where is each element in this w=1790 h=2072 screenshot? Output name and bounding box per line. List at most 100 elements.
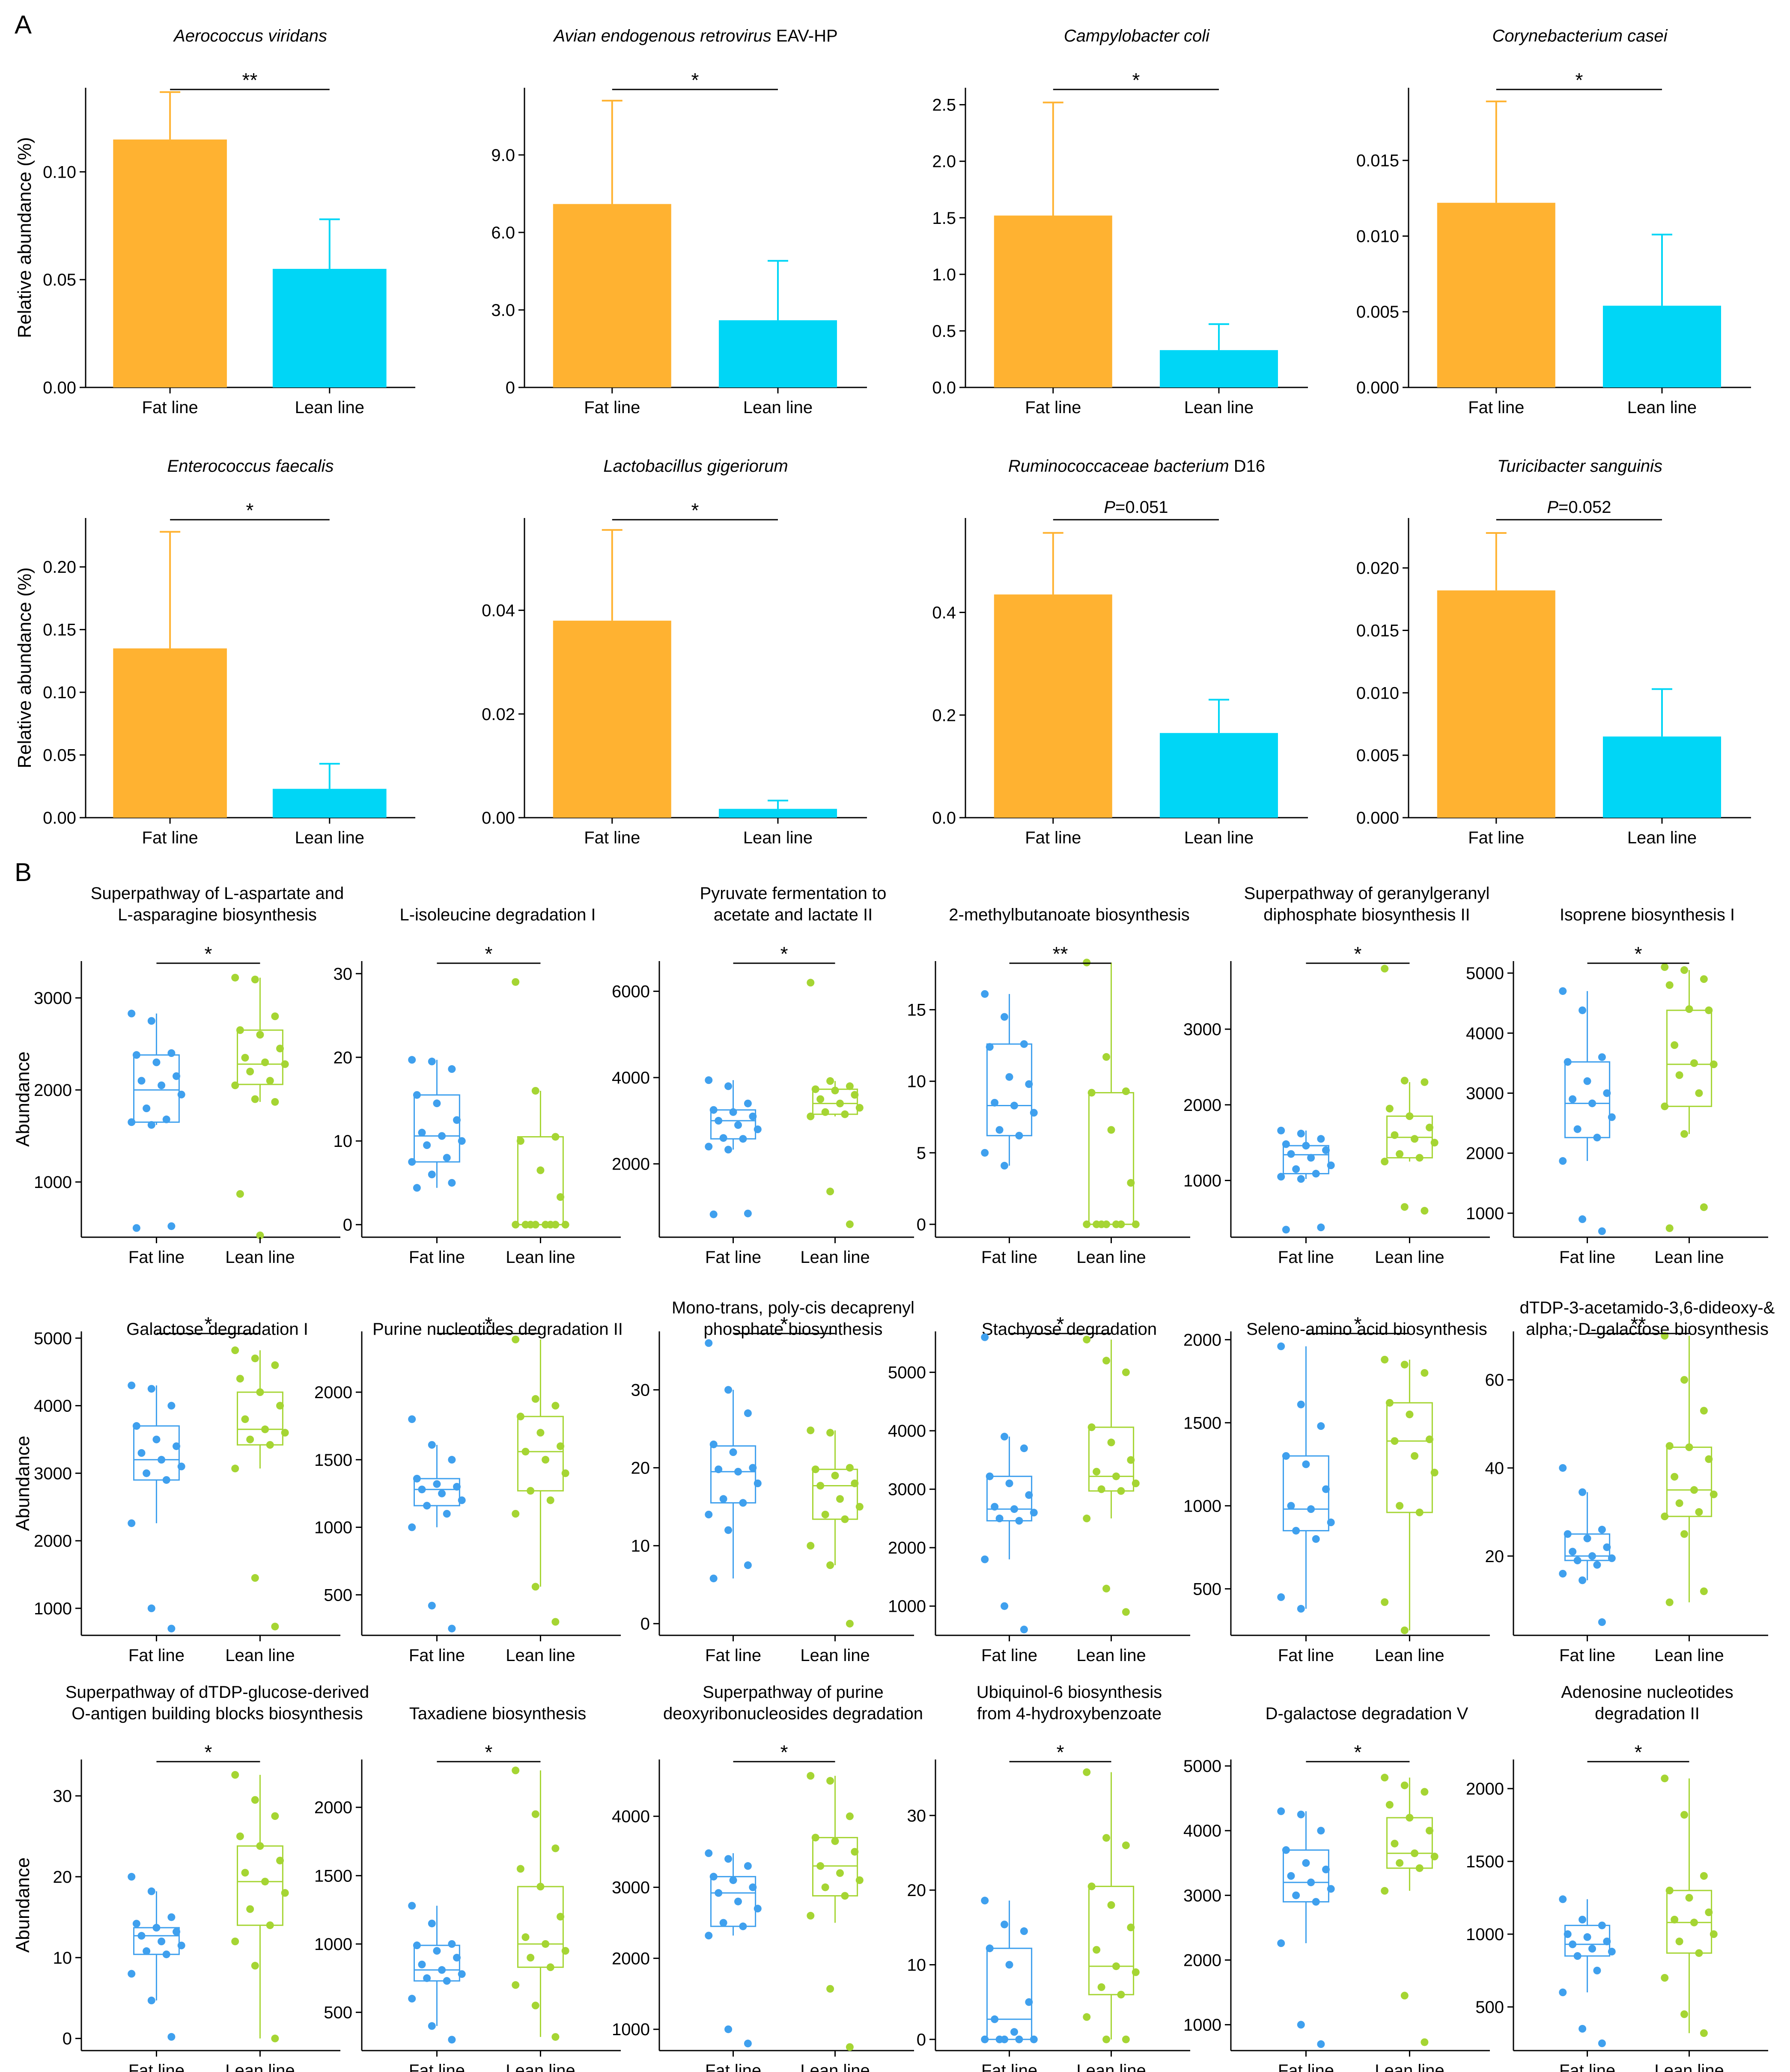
x-tick-label: Lean line bbox=[1375, 1646, 1444, 1665]
y-tick-label: 1000 bbox=[1466, 1204, 1504, 1223]
data-point bbox=[1381, 965, 1389, 973]
data-point bbox=[173, 1442, 181, 1450]
data-point bbox=[546, 1496, 554, 1504]
data-point bbox=[1327, 1885, 1335, 1893]
data-point bbox=[1426, 1827, 1434, 1835]
x-tick-label: Fat line bbox=[1559, 1646, 1615, 1665]
data-point bbox=[551, 2033, 560, 2041]
y-tick-label: 0.04 bbox=[482, 601, 515, 620]
chart-title-line: O-antigen building blocks biosynthesis bbox=[71, 1704, 363, 1723]
data-point bbox=[132, 1224, 140, 1232]
data-point bbox=[991, 1099, 999, 1107]
data-point bbox=[1093, 1946, 1101, 1954]
data-point bbox=[851, 1480, 859, 1487]
data-point bbox=[143, 1947, 151, 1955]
data-point bbox=[251, 1796, 259, 1804]
x-tick-label: Fat line bbox=[1559, 2061, 1615, 2072]
chart-title-line: alpha;-D-galactose biosynthesis bbox=[1526, 1320, 1769, 1339]
data-point bbox=[132, 1920, 140, 1928]
bar-fat-line bbox=[113, 648, 227, 818]
data-point bbox=[251, 976, 259, 983]
significance-label: P=0.052 bbox=[1547, 498, 1611, 517]
data-point bbox=[531, 2001, 539, 2009]
data-point bbox=[162, 1476, 170, 1484]
data-point bbox=[855, 1876, 864, 1884]
data-point bbox=[137, 1932, 146, 1940]
data-point bbox=[739, 1135, 747, 1143]
data-point bbox=[1005, 1073, 1013, 1081]
y-tick-label: 2000 bbox=[1183, 1096, 1221, 1115]
data-point bbox=[516, 1865, 524, 1873]
y-tick-label: 2000 bbox=[314, 1798, 352, 1817]
bar-fat-line bbox=[113, 139, 227, 388]
data-point bbox=[147, 1604, 155, 1612]
data-point bbox=[1102, 1220, 1111, 1228]
bar-lean-line bbox=[1160, 350, 1278, 387]
data-point bbox=[1430, 1852, 1439, 1861]
data-point bbox=[1421, 1369, 1429, 1377]
data-point bbox=[1391, 1840, 1399, 1848]
y-tick-label: 4000 bbox=[612, 1069, 650, 1087]
data-point bbox=[1391, 1437, 1399, 1445]
data-point bbox=[256, 1388, 264, 1396]
data-point bbox=[1297, 1400, 1305, 1408]
data-point bbox=[1406, 1112, 1414, 1120]
x-tick-label: Fat line bbox=[584, 828, 640, 847]
chart-title-line: from 4-hydroxybenzoate bbox=[977, 1704, 1162, 1723]
y-tick-label: 40 bbox=[1485, 1459, 1504, 1478]
data-point bbox=[1385, 1801, 1394, 1809]
data-point bbox=[1083, 2013, 1091, 2021]
data-point bbox=[147, 1017, 155, 1025]
box-plot-5: Superpathway of geranylgeranyl diphosphat… bbox=[1183, 884, 1490, 1267]
y-tick-label: 0.05 bbox=[43, 746, 76, 765]
data-point bbox=[995, 1126, 1004, 1134]
data-point bbox=[1665, 1598, 1674, 1606]
data-point bbox=[1598, 1227, 1606, 1235]
data-point bbox=[1400, 1781, 1409, 1789]
box-fat-line bbox=[133, 1054, 180, 1123]
data-point bbox=[1661, 1512, 1669, 1521]
chart-title-line: Stachyose degradation bbox=[982, 1320, 1157, 1339]
data-point bbox=[1312, 1170, 1320, 1178]
data-point bbox=[1705, 1006, 1713, 1014]
significance-value: =0.052 bbox=[1558, 498, 1611, 517]
x-tick-label: Fat line bbox=[409, 2061, 465, 2072]
box-fat-line bbox=[1283, 1145, 1329, 1175]
significance-p: P bbox=[1547, 498, 1558, 517]
data-point bbox=[512, 978, 520, 986]
data-point bbox=[241, 1415, 249, 1423]
data-point bbox=[821, 1883, 829, 1891]
x-tick-label: Fat line bbox=[128, 1248, 185, 1267]
data-point bbox=[981, 1149, 989, 1157]
data-point bbox=[152, 1435, 161, 1444]
data-point bbox=[428, 1170, 436, 1179]
data-point bbox=[251, 1095, 259, 1103]
data-point bbox=[1087, 1089, 1096, 1097]
y-tick-label: 0 bbox=[63, 2030, 72, 2048]
data-point bbox=[443, 1510, 451, 1518]
bar-fat-line bbox=[553, 204, 671, 387]
data-point bbox=[744, 1561, 752, 1569]
data-point bbox=[128, 1381, 136, 1390]
y-tick-label: 1000 bbox=[888, 1597, 926, 1616]
x-tick-label: Fat line bbox=[1278, 1248, 1334, 1267]
data-point bbox=[1700, 1587, 1708, 1596]
data-point bbox=[241, 1869, 249, 1877]
data-point bbox=[231, 1346, 239, 1355]
data-point bbox=[1127, 1179, 1135, 1187]
y-tick-label: 0.020 bbox=[1356, 559, 1399, 578]
data-point bbox=[128, 1873, 136, 1881]
data-point bbox=[1385, 1399, 1394, 1407]
y-tick-label: 10 bbox=[631, 1537, 650, 1556]
y-tick-label: 15 bbox=[907, 1001, 926, 1020]
data-point bbox=[527, 1953, 535, 1962]
data-point bbox=[1292, 1165, 1300, 1173]
chart-title-line: diphosphate biosynthesis II bbox=[1263, 905, 1470, 924]
significance-label: P=0.051 bbox=[1104, 498, 1168, 517]
significance-label: * bbox=[246, 499, 254, 521]
data-point bbox=[754, 1125, 762, 1134]
data-point bbox=[152, 1058, 161, 1066]
bar-chart-5: Enterococcus faecalis 0.00 0.05 0.10 0.15 0.2… bbox=[14, 457, 415, 847]
data-point bbox=[821, 1510, 829, 1518]
data-point bbox=[413, 1941, 421, 1950]
